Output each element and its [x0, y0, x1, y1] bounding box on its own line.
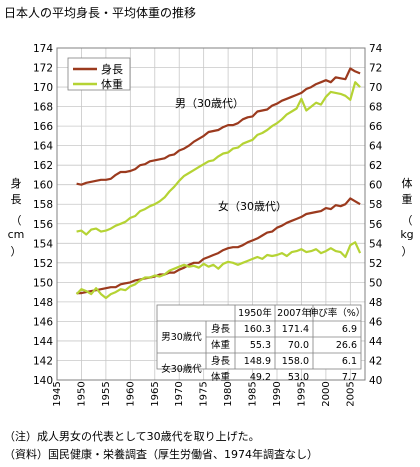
y-tick-label-left: 148 [33, 297, 53, 309]
source-note: （資料）国民健康・栄養調査（厚生労働省、1974年調査なし） [4, 448, 318, 461]
y-tick-label-left: 150 [33, 277, 53, 289]
legend-label: 身長 [101, 62, 123, 76]
table-header-cell: 2007年 [277, 307, 311, 319]
y-tick-label-right: 68 [369, 102, 382, 114]
line-chart: 140 142 144 146 148 150 152 154 156 158 160 162 164 1… [8, 43, 414, 407]
y-tick-label-right: 52 [369, 258, 382, 270]
table-cell: 体重 [211, 371, 231, 383]
y-tick-label-right: 60 [369, 180, 382, 192]
table-cell: 体重 [211, 339, 231, 351]
table-cell: 身長 [211, 323, 231, 335]
x-tick-label: 1975 [199, 381, 210, 406]
x-tick-label: 2005 [345, 381, 356, 406]
y-tick-label-left: 152 [33, 258, 53, 270]
y-tick-label-right: 64 [369, 141, 383, 153]
table-cell: 26.6 [336, 340, 357, 351]
y-axis-title-right: 重 [402, 192, 413, 206]
series-line [76, 81, 361, 236]
x-tick-label: 1950 [76, 381, 87, 406]
series-line [76, 197, 361, 295]
table-cell: 53.0 [288, 372, 309, 383]
x-tick-label: 2000 [321, 381, 332, 406]
legend-label: 体重 [101, 77, 123, 91]
y-axis-title-left: cm [8, 228, 25, 241]
table-header-cell: 伸び率（%） [309, 307, 366, 319]
y-axis-title-right: （ [402, 214, 413, 227]
y-tick-label-left: 174 [33, 43, 53, 55]
x-tick-label: 1965 [150, 381, 161, 406]
y-tick-label-right: 48 [369, 297, 382, 309]
table-cell: 171.4 [282, 324, 309, 335]
y-tick-label-left: 154 [33, 238, 53, 250]
table-cell: 160.3 [244, 324, 271, 335]
y-tick-label-right: 62 [369, 160, 382, 172]
y-axis-title-left: 身 [11, 176, 22, 190]
y-axis-title-left: ） [11, 245, 22, 258]
y-tick-label-left: 168 [33, 102, 53, 114]
table-cell: 女30歳代 [161, 363, 202, 375]
y-tick-label-left: 156 [33, 219, 53, 231]
annotation-male: 男（30歳代） [175, 97, 244, 110]
y-tick-label-left: 146 [33, 316, 53, 328]
annotation-female: 女（30歳代） [218, 199, 287, 213]
y-tick-label-right: 40 [369, 375, 382, 387]
series-line [76, 67, 361, 186]
x-tick-label: 1970 [174, 381, 185, 406]
y-tick-label-right: 56 [369, 219, 383, 231]
y-tick-label-right: 42 [369, 355, 382, 367]
y-axis-title-right: ） [402, 245, 413, 258]
footnote: （注）成人男女の代表として30歳代を取り上げた。 [4, 430, 260, 443]
y-tick-label-left: 144 [33, 336, 53, 348]
y-tick-label-right: 66 [369, 121, 383, 133]
series-line [75, 241, 362, 300]
y-axis-title-right: kg [400, 228, 413, 241]
table-cell: 6.9 [342, 324, 357, 335]
table-cell: 70.0 [288, 340, 309, 351]
table-header-cell: 1950年 [238, 307, 272, 319]
table-cell: 男30歳代 [161, 331, 202, 343]
y-tick-label-right: 74 [369, 43, 383, 55]
y-tick-label-left: 170 [33, 82, 53, 94]
table-cell: 148.9 [244, 356, 271, 367]
y-tick-label-left: 164 [33, 141, 53, 153]
x-tick-label: 1955 [101, 381, 112, 406]
y-tick-label-right: 44 [369, 336, 383, 348]
y-axis-title-left: （ [11, 214, 22, 227]
plot-frame [56, 47, 366, 381]
table-cell: 55.3 [250, 340, 271, 351]
x-tick-label: 1980 [223, 381, 234, 406]
x-tick-label: 1995 [296, 381, 307, 406]
table-cell: 身長 [211, 355, 231, 367]
y-axis-title-left: 長 [11, 193, 22, 206]
x-tick-label: 1945 [52, 381, 63, 406]
x-tick-label: 1985 [248, 381, 259, 406]
y-tick-label-left: 172 [33, 63, 53, 75]
y-tick-label-right: 50 [369, 277, 382, 289]
x-tick-label: 1960 [125, 381, 136, 406]
y-tick-label-right: 58 [369, 199, 382, 211]
y-tick-label-left: 140 [33, 375, 53, 387]
y-tick-label-left: 142 [33, 355, 53, 367]
table-cell: 6.1 [342, 356, 357, 367]
y-tick-label-right: 46 [369, 316, 383, 328]
x-tick-label: 1990 [272, 381, 283, 406]
y-tick-label-left: 166 [33, 121, 53, 133]
y-tick-label-right: 70 [369, 82, 382, 94]
y-tick-label-left: 158 [33, 199, 53, 211]
y-tick-label-left: 160 [33, 180, 53, 192]
chart-title: 日本人の平均身長・平均体重の推移 [4, 6, 197, 20]
table-cell: 49.2 [250, 372, 271, 383]
y-tick-label-right: 72 [369, 63, 382, 75]
table-cell: 7.7 [342, 372, 357, 383]
y-tick-label-right: 54 [369, 238, 383, 250]
y-axis-title-right: 体 [402, 176, 413, 190]
y-tick-label-left: 162 [33, 160, 53, 172]
table-cell: 158.0 [282, 356, 309, 367]
